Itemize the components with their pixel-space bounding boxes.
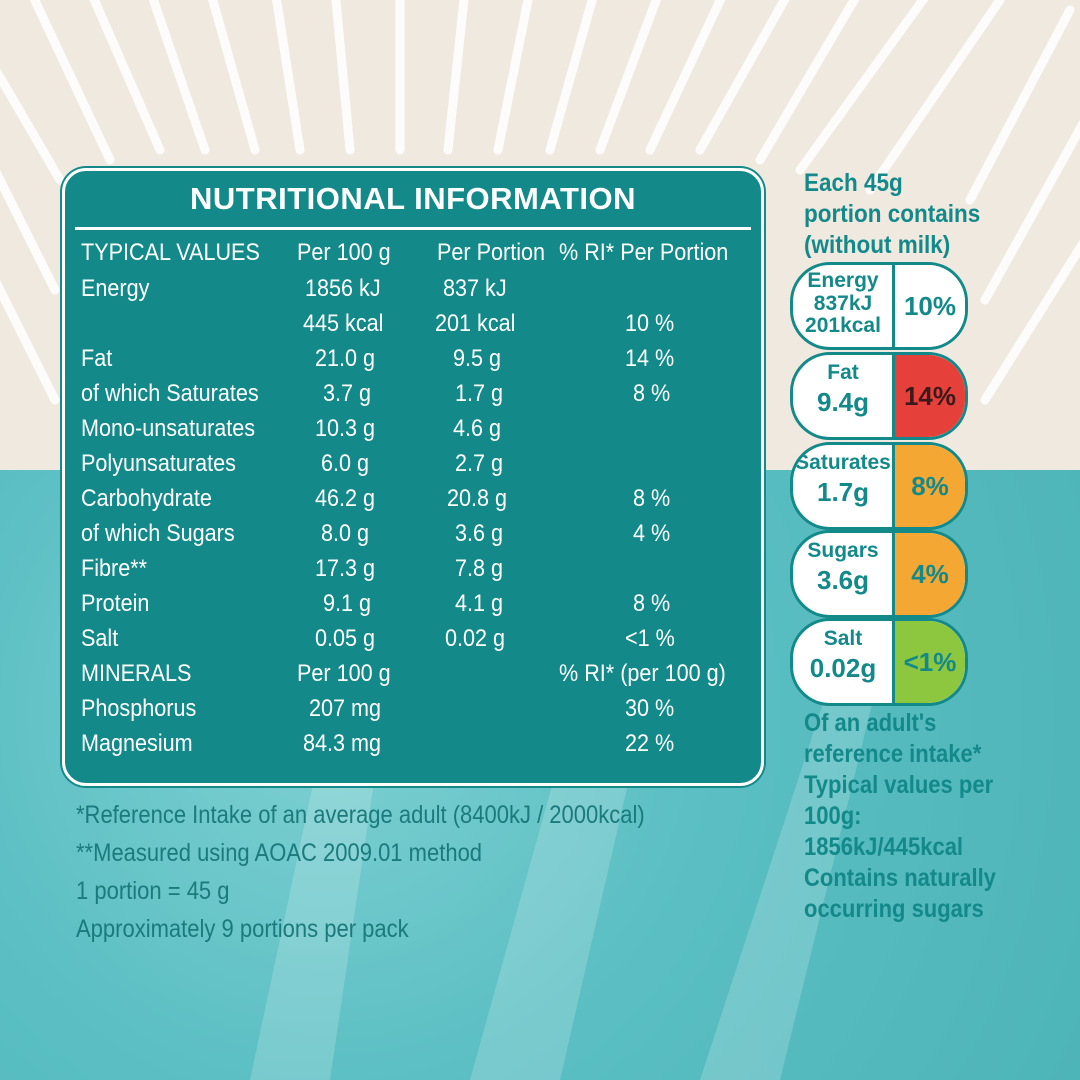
footnote: Approximately 9 portions per pack: [76, 915, 409, 943]
table-row: Polyunsaturates 6.0 g 2.7 g: [81, 450, 504, 477]
table-row: Phosphorus 207 mg 30 %: [81, 695, 675, 722]
table-row: Salt 0.05 g 0.02 g <1 %: [81, 625, 675, 652]
header-ri-per-portion: % RI* Per Portion: [559, 239, 729, 266]
reference-intake-note: Of an adult's reference intake* Typical …: [804, 709, 996, 923]
title-divider: [75, 227, 751, 230]
table-row: Magnesium 84.3 mg 22 %: [81, 730, 675, 757]
table-header-row: TYPICAL VALUES Per 100 g Per Portion % R…: [65, 239, 761, 274]
footnote: 1 portion = 45 g: [76, 877, 230, 905]
footnotes: *Reference Intake of an average adult (8…: [76, 796, 722, 948]
table-row: Mono-unsaturates 10.3 g 4.6 g: [81, 415, 502, 442]
table-row: Energy 1856 kJ 837 kJ: [81, 275, 507, 302]
table-row: Fibre** 17.3 g 7.8 g: [81, 555, 504, 582]
traffic-light-saturates: Saturates 1.7g 8%: [790, 442, 968, 530]
footnote: **Measured using AOAC 2009.01 method: [76, 839, 483, 867]
nutrition-table: NUTRITIONAL INFORMATION TYPICAL VALUES P…: [62, 168, 764, 786]
traffic-light-fat: Fat 9.4g 14%: [790, 352, 968, 440]
header-per-100g: Per 100 g: [297, 239, 391, 266]
table-title: NUTRITIONAL INFORMATION: [189, 181, 637, 216]
traffic-light-percent: 4%: [895, 533, 965, 615]
traffic-light-percent: 8%: [895, 445, 965, 527]
table-row: Protein 9.1 g 4.1 g 8 %: [81, 590, 671, 617]
traffic-light-percent: 14%: [895, 355, 965, 437]
background-stripes: [0, 0, 1080, 405]
table-row: 445 kcal 201 kcal 10 %: [303, 310, 675, 337]
portion-heading: Each 45g portion contains (without milk): [804, 169, 981, 259]
footnote: *Reference Intake of an average adult (8…: [76, 801, 645, 829]
header-per-portion: Per Portion: [437, 239, 546, 266]
traffic-light-salt: Salt 0.02g <1%: [790, 618, 968, 706]
table-row: of which Sugars 8.0 g 3.6 g 4 %: [81, 520, 671, 547]
traffic-light-sugars: Sugars 3.6g 4%: [790, 530, 968, 618]
header-typical-values: TYPICAL VALUES: [81, 239, 260, 266]
table-row: Carbohydrate 46.2 g 20.8 g 8 %: [81, 485, 671, 512]
table-row: of which Saturates 3.7 g 1.7 g 8 %: [81, 380, 671, 407]
traffic-light-percent: 10%: [895, 265, 965, 347]
minerals-heading: MINERALS: [81, 660, 192, 687]
table-row: Fat 21.0 g 9.5 g 14 %: [81, 345, 675, 372]
traffic-light-percent: <1%: [895, 621, 965, 703]
minerals-header-row: MINERALS Per 100 g % RI* (per 100 g): [81, 660, 726, 687]
traffic-light-energy: Energy 837kJ 201kcal 10%: [790, 262, 968, 350]
